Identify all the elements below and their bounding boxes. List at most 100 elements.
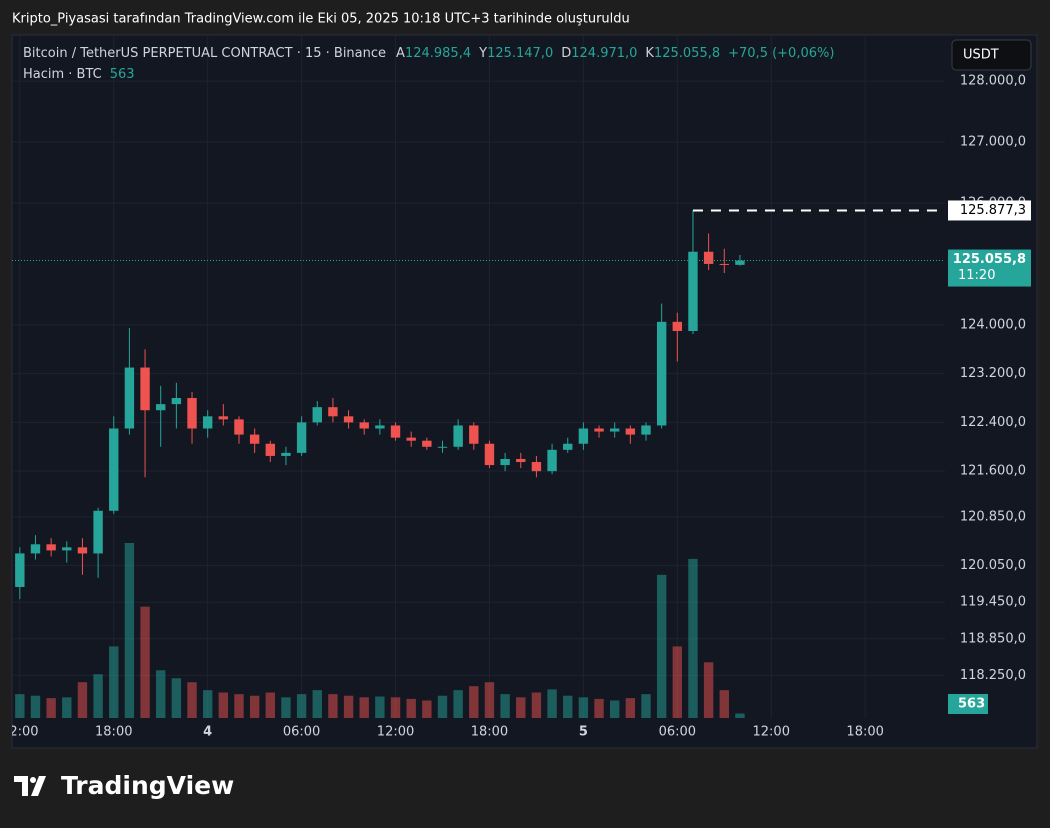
candle-body [469,425,479,444]
candle-body [500,458,510,466]
candle-body [516,458,526,463]
legend: Bitcoin / TetherUS PERPETUAL CONTRACT · … [23,46,834,61]
volume-bar [265,692,275,718]
ohlc-value: 124.971,0 [571,46,637,61]
candle-body [46,544,56,551]
ohlc-prefix: K [645,46,654,61]
volume-bar [375,696,385,718]
candle-body [30,544,41,554]
volume-bar [563,695,573,718]
symbol-title: Bitcoin / TetherUS PERPETUAL CONTRACT · … [23,46,386,61]
candle-body [672,321,683,331]
volume-bar [719,690,729,718]
volume-bar [484,682,495,718]
candle-body [609,428,620,432]
candle-body [453,425,463,447]
candle-body [735,260,745,265]
candle-body [531,462,542,472]
volume-bar [109,646,119,718]
logo-mark [14,776,46,796]
candle-body [171,398,182,405]
currency[interactable]: USDT [963,48,999,63]
volume-value: 563 [110,67,135,82]
candle-body [343,416,354,423]
ohlc-value: 125.147,0 [487,46,553,61]
volume-bar [735,713,745,718]
volume-bar [641,694,651,718]
volume-bar [93,674,103,718]
candle-body [688,251,698,331]
candle-body [484,443,495,466]
candle-body [656,321,667,426]
x-tick-label: 5 [579,725,588,740]
volume-legend: Hacim · BTC 563 [23,67,135,82]
volume-bar [547,689,557,718]
candle-body [437,446,448,448]
x-tick-label: 18:00 [471,725,508,740]
candle-body [281,452,291,456]
volume-bar [187,682,197,718]
header: Kripto_Piyasasi tarafından TradingView.c… [12,12,630,27]
ohlc-prefix: D [561,46,571,61]
volume-bar [30,695,41,718]
ohlc-value: 124.985,4 [405,46,471,61]
volume-bar [281,697,291,718]
candle-body [218,416,229,420]
candle-body [359,422,369,429]
candle-body [140,367,150,411]
volume-bar [516,697,526,718]
candle-body [249,434,260,444]
volume-bar [15,694,25,718]
x-tick-label: 18:00 [846,725,883,740]
y-tick-label: 118.850,0 [960,631,1026,646]
axes: 128.000,0127.000,0126.000,0124.000,0123.… [948,74,1031,714]
volume-bar [406,698,416,718]
chart-panel [11,34,1038,749]
volume-bar [531,692,542,718]
volume-bar [437,695,448,718]
y-tick-label: 127.000,0 [960,135,1026,150]
candle-body [641,425,651,435]
candle-body [578,428,589,444]
currency-button[interactable] [951,39,1032,71]
candle-body [719,263,729,265]
volume-bar [422,700,432,718]
candle-body [296,422,307,453]
time-axis: 12:00 18:00 4 06:00 12:00 18:00 5 06:00 12:00 18:… [1,725,884,740]
volume-bar [609,700,620,718]
candle-body [312,407,322,423]
candle-body [234,419,244,435]
candle-body [202,416,213,429]
brand-logo [14,776,46,796]
logo-dot [30,777,36,783]
volume-bar [296,694,307,718]
volume-bar [578,697,589,718]
candle-body [406,437,416,441]
x-tick-label: 06:00 [659,725,696,740]
candle-body [547,449,557,472]
x-tick-label: 12:00 [1,725,38,740]
candle-body [187,398,197,429]
candle-body [77,547,88,554]
high-label-box [948,200,1031,221]
x-tick-label: 18:00 [95,725,132,740]
volume-bar [46,698,56,718]
candle-body [375,425,385,429]
x-tick-label: 12:00 [377,725,414,740]
y-tick-label: 123.200,0 [960,366,1026,381]
volume-bar [249,695,260,718]
candle-body [124,367,135,429]
candle-body [265,443,275,456]
y-tick-label: 118.250,0 [960,668,1026,683]
grid [12,35,945,718]
volume-bar [171,678,182,718]
volume-bar [328,694,338,718]
volume-bar [390,697,401,718]
y-tick-label: 120.050,0 [960,558,1026,573]
volume-bar [140,606,150,718]
volume-bar [656,574,667,718]
y-tick-label: 121.600,0 [960,464,1026,479]
ohlc-value: 125.055,8 [654,46,720,61]
candle-body [563,443,573,450]
last-price-label: 125.055,8 [953,252,1026,267]
